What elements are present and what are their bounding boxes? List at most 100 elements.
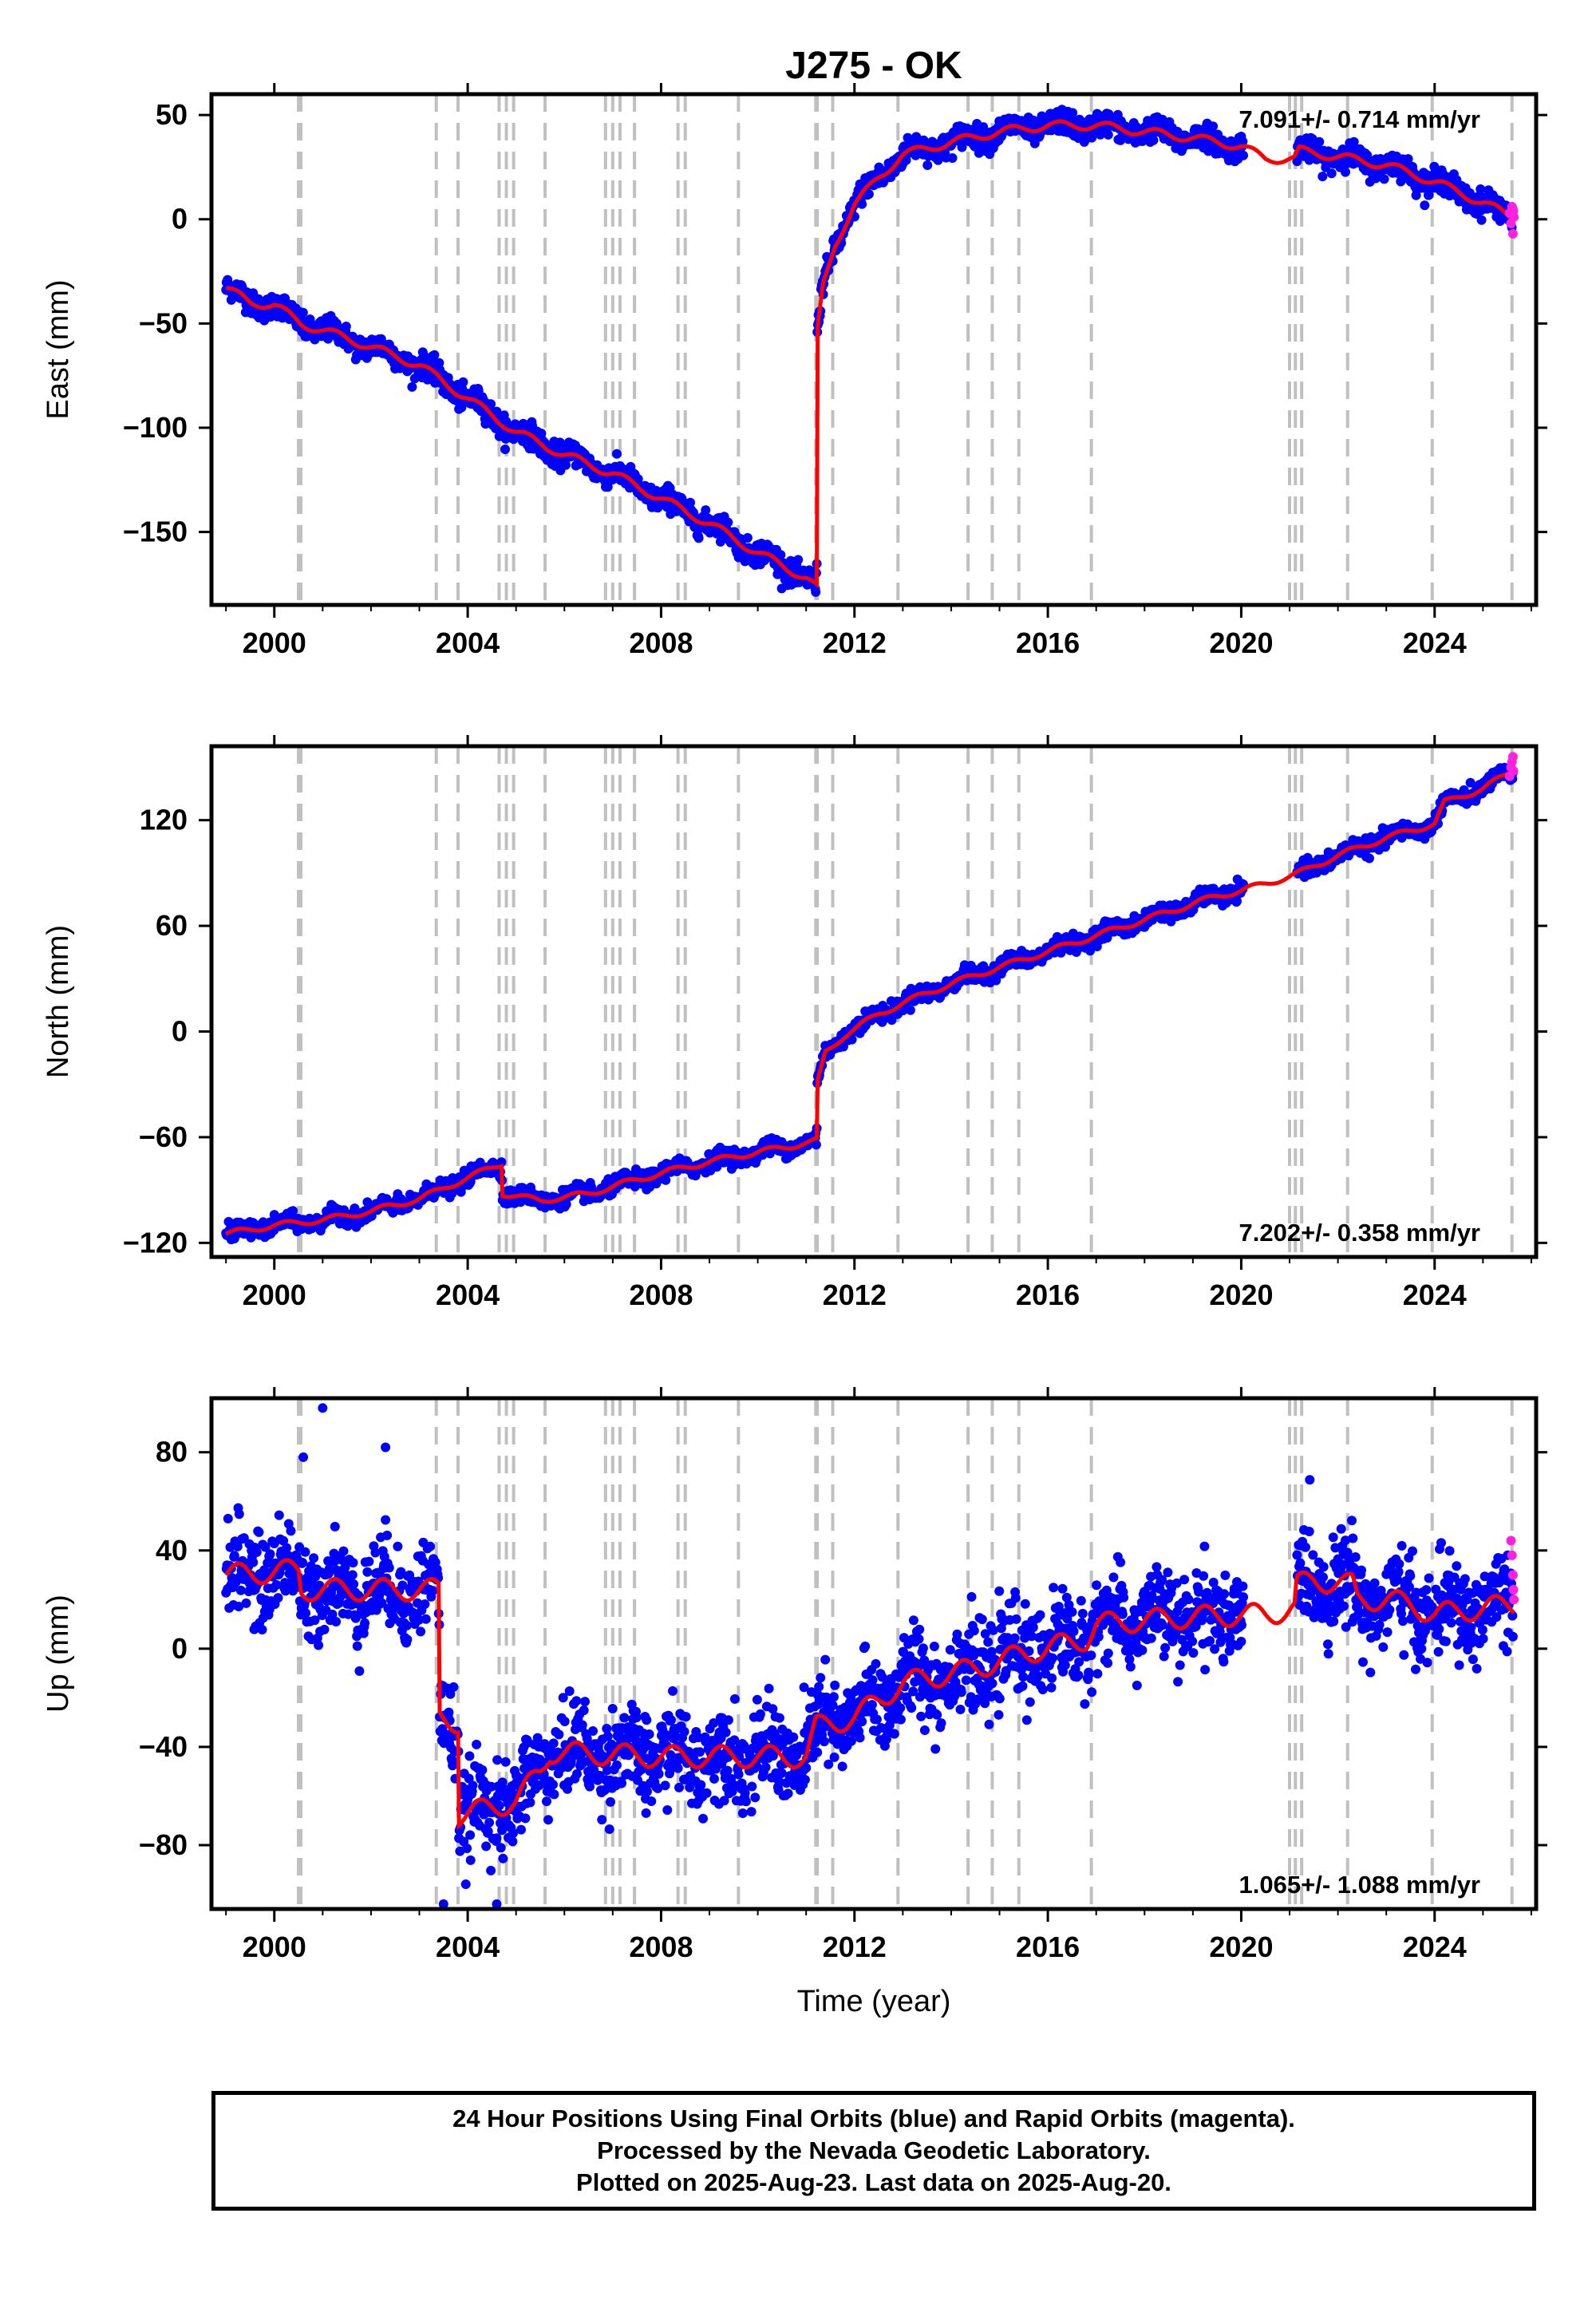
data-point — [1326, 168, 1337, 179]
data-point — [685, 497, 695, 508]
data-point — [298, 307, 308, 318]
data-point — [1403, 154, 1413, 164]
data-point — [407, 381, 417, 392]
north-rate-label: 7.202+/- 0.358 mm/yr — [1239, 1219, 1480, 1247]
data-point — [793, 555, 804, 565]
up-final-points — [221, 1403, 1518, 1909]
x-tick-label: 2012 — [823, 1279, 887, 1311]
y-tick-label: 120 — [140, 804, 188, 836]
up-panel: 2000 2004 2008 2012 2016 2020 202480400−40−80U… — [41, 1387, 1547, 1963]
data-point — [612, 449, 622, 459]
y-tick-label: −150 — [123, 516, 188, 548]
data-point — [857, 199, 867, 209]
x-tick-label: 2000 — [243, 626, 306, 659]
north-final-points — [221, 762, 1518, 1245]
x-tick-label: 2000 — [243, 1279, 306, 1311]
data-point — [274, 1510, 284, 1520]
data-point — [1379, 174, 1389, 184]
data-point — [1420, 200, 1430, 211]
data-point — [776, 550, 786, 560]
data-point — [947, 153, 958, 163]
data-point — [234, 1509, 244, 1520]
x-tick-label: 2008 — [629, 1279, 693, 1311]
data-point — [241, 1598, 251, 1608]
data-point — [633, 474, 643, 484]
x-tick-label: 2024 — [1403, 1279, 1467, 1311]
data-point — [248, 1557, 259, 1567]
data-point — [933, 155, 943, 165]
north-y-axis-label: North (mm) — [41, 925, 75, 1078]
data-point — [223, 1513, 233, 1524]
data-point — [1203, 146, 1214, 156]
data-point — [1341, 167, 1350, 177]
data-point — [286, 1526, 296, 1536]
rapid-point — [1508, 765, 1519, 776]
data-point — [1476, 215, 1487, 225]
y-tick-label: 60 — [156, 909, 188, 942]
east-model-line — [225, 119, 1515, 589]
data-point — [723, 517, 733, 528]
data-point — [1148, 135, 1159, 145]
rapid-point — [1507, 229, 1518, 239]
data-point — [1087, 132, 1097, 143]
data-point — [922, 160, 933, 170]
data-point — [288, 1206, 298, 1216]
data-point — [1317, 172, 1328, 182]
data-point — [456, 402, 467, 413]
data-point — [742, 532, 753, 543]
x-tick-label: 2004 — [436, 626, 500, 659]
y-tick-label: 50 — [156, 98, 188, 131]
north-model-line — [224, 770, 1515, 1236]
data-point — [863, 189, 874, 200]
data-point — [1292, 156, 1302, 167]
east-frame — [209, 92, 1539, 607]
data-point — [661, 1175, 671, 1185]
east-panel: 2000 2004 2008 2012 2016 2020 2024500−50−100−1… — [41, 83, 1547, 659]
data-point — [458, 377, 468, 387]
data-point — [1238, 150, 1248, 160]
data-point — [273, 1593, 283, 1603]
data-point — [1103, 129, 1113, 140]
y-tick-label: −120 — [123, 1226, 188, 1259]
east-final-points — [221, 105, 1518, 597]
data-point — [1314, 136, 1325, 147]
data-point — [905, 1005, 915, 1015]
data-point — [229, 1551, 239, 1561]
y-tick-label: 0 — [172, 203, 188, 235]
x-tick-label: 2016 — [1016, 626, 1080, 659]
data-point — [701, 505, 711, 516]
data-point — [1476, 184, 1486, 194]
y-tick-label: −50 — [139, 306, 188, 339]
data-point — [561, 460, 571, 470]
y-tick-label: −100 — [123, 411, 188, 444]
east-y-axis-label: East (mm) — [41, 279, 75, 419]
data-point — [500, 445, 510, 454]
north-panel: 2000 2004 2008 2012 2016 2020 2024 120 60 0 −60 −12… — [41, 735, 1547, 1311]
data-point — [486, 399, 496, 409]
chart-title: J275 - OK — [785, 45, 962, 87]
data-point — [1238, 136, 1248, 147]
data-point — [602, 482, 613, 492]
data-point — [341, 322, 351, 331]
x-tick-label: 2004 — [436, 1279, 500, 1311]
data-point — [811, 587, 821, 597]
data-point — [254, 1527, 264, 1537]
data-point — [1068, 108, 1078, 118]
data-point — [1349, 136, 1359, 147]
data-point — [496, 1157, 507, 1168]
x-tick-label: 2024 — [1403, 626, 1467, 659]
east-rapid-points — [1504, 202, 1519, 239]
data-point — [1365, 853, 1374, 864]
data-point — [257, 1625, 267, 1634]
x-tick-label: 2020 — [1209, 626, 1273, 659]
east-rate-label: 7.091+/- 0.714 mm/yr — [1239, 105, 1480, 133]
data-point — [429, 350, 440, 360]
x-tick-label: 2020 — [1209, 1279, 1273, 1311]
y-tick-label: 0 — [172, 1015, 188, 1048]
rapid-point — [1507, 752, 1518, 762]
x-tick-label: 2012 — [823, 626, 887, 659]
rapid-point — [1509, 212, 1519, 223]
y-tick-label: −60 — [139, 1120, 188, 1153]
x-tick-label: 2016 — [1016, 1279, 1080, 1311]
